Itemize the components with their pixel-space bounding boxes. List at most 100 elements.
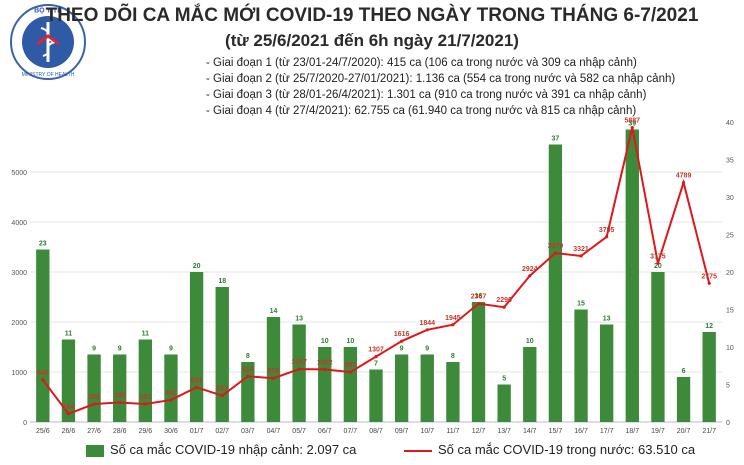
x-tick-label: 10/7 [420, 428, 434, 435]
line-point [66, 412, 71, 416]
bar [61, 339, 76, 422]
line-point [630, 126, 634, 130]
line-value-label: 1616 [394, 331, 410, 338]
y-right-tick-label: 25 [726, 233, 734, 240]
legend-bar: Số ca mắc COVID-19 nhập cảnh: 2.097 ca [86, 442, 356, 457]
x-tick-label: 26/6 [62, 428, 76, 435]
legend-line-swatch [404, 449, 432, 452]
bar [266, 317, 281, 422]
phase-2-text: - Giai đoạn 2 (từ 25/7/2020-27/01/2021):… [206, 73, 676, 85]
line-value-label: 914 [242, 366, 254, 373]
bar-value-label: 9 [169, 346, 173, 353]
y-left-tick-label: 4000 [11, 220, 27, 227]
bar [446, 362, 460, 422]
y-right-tick-label: 0 [726, 420, 730, 427]
y-right-tick-label: 15 [726, 308, 734, 315]
line-value-label: 3175 [650, 253, 666, 260]
x-tick-label: 27/6 [87, 428, 101, 435]
x-tick-label: 07/7 [344, 428, 358, 435]
line-point [400, 339, 404, 343]
x-tick-label: 17/7 [600, 428, 614, 435]
x-tick-label: 08/7 [369, 428, 383, 435]
y-right-tick-label: 30 [726, 195, 734, 202]
bar [676, 377, 691, 422]
line-value-label: 164 [63, 404, 75, 411]
bar-value-label: 7 [374, 361, 378, 368]
x-tick-label: 29/6 [139, 428, 153, 435]
bar-value-label: 11 [142, 331, 150, 338]
chart-title: THEO DÕI CA MẮC MỚI COVID-19 THEO NGÀY T… [45, 5, 699, 26]
line-value-label: 527 [216, 386, 228, 393]
bar [215, 287, 229, 422]
x-tick-label: 01/7 [190, 428, 204, 435]
bar-value-label: 10 [321, 338, 329, 345]
line-value-label: 4789 [676, 173, 692, 180]
line-point [681, 180, 686, 185]
line-point [579, 254, 583, 258]
y-left-tick-label: 0 [23, 420, 27, 427]
line-value-label: 693 [191, 377, 203, 384]
x-tick-label: 16/7 [574, 428, 588, 435]
line-point [246, 374, 250, 378]
legend-line: Số ca mắc COVID-19 trong nước: 63.510 ca [404, 442, 695, 457]
phase-4-text: - Giai đoạn 4 (từ 27/4/2021): 62.755 ca … [206, 105, 637, 117]
bar [548, 144, 563, 422]
bar-value-label: 37 [552, 136, 560, 143]
line-value-label: 1844 [419, 320, 435, 327]
legend-bar-label: Số ca mắc COVID-19 nhập cảnh: 2.097 ca [110, 442, 357, 457]
bar [471, 302, 486, 422]
x-tick-label: 12/7 [472, 428, 486, 435]
logo-bottom-text: MINISTRY OF HEALTH [22, 72, 75, 78]
line-point [92, 402, 96, 406]
bar-value-label: 13 [603, 316, 611, 323]
phase-3-text: - Giai đoạn 3 (từ 28/01-26/4/2021): 1.30… [206, 89, 647, 101]
bar-value-label: 20 [193, 263, 201, 270]
line-value-label: 2775 [701, 273, 717, 280]
bar-value-label: 8 [451, 353, 455, 360]
bar-value-label: 16 [475, 293, 483, 300]
bar [138, 339, 152, 422]
line-value-label: 876 [268, 368, 280, 375]
line-value-label: 1945 [445, 315, 461, 322]
bar [625, 129, 639, 422]
bar-value-label: 39 [628, 121, 636, 128]
line-value-label: 1052 [317, 359, 333, 366]
x-tick-label: 14/7 [523, 428, 537, 435]
y-left-tick-label: 5000 [11, 170, 27, 177]
line-point [553, 251, 558, 255]
bar-value-label: 9 [425, 346, 429, 353]
y-left-tick-label: 3000 [11, 270, 27, 277]
bar [523, 347, 537, 422]
line-point [425, 328, 429, 332]
line-value-label: 441 [165, 390, 177, 397]
line-point [502, 305, 506, 309]
line-value-label: 997 [345, 362, 357, 369]
bar [189, 272, 204, 422]
line-value-label: 389 [114, 393, 126, 400]
x-tick-label: 19/7 [651, 428, 665, 435]
bar [87, 354, 101, 422]
line-point [297, 367, 301, 371]
line-point [374, 355, 378, 359]
bar-value-label: 12 [705, 323, 713, 330]
x-tick-label: 09/7 [395, 428, 409, 435]
x-tick-label: 02/7 [215, 428, 229, 435]
bar-value-label: 18 [218, 278, 226, 285]
bar [318, 347, 332, 422]
chart-subtitle: (từ 25/6/2021 đến 6h ngày 21/7/2021) [225, 31, 519, 50]
line-point [656, 261, 660, 265]
bar [164, 354, 178, 422]
x-tick-label: 03/7 [241, 428, 255, 435]
line-point [451, 323, 455, 327]
x-tick-label: 15/7 [549, 428, 563, 435]
y-right-tick-label: 10 [726, 345, 734, 352]
x-tick-label: 30/6 [164, 428, 178, 435]
x-tick-label: 21/7 [702, 428, 716, 435]
bar-value-label: 13 [295, 316, 303, 323]
line-value-label: 359 [88, 394, 100, 401]
x-tick-label: 20/7 [677, 428, 691, 435]
y-right-tick-label: 5 [726, 383, 730, 390]
bar-value-label: 9 [400, 346, 404, 353]
x-tick-label: 11/7 [446, 428, 459, 435]
